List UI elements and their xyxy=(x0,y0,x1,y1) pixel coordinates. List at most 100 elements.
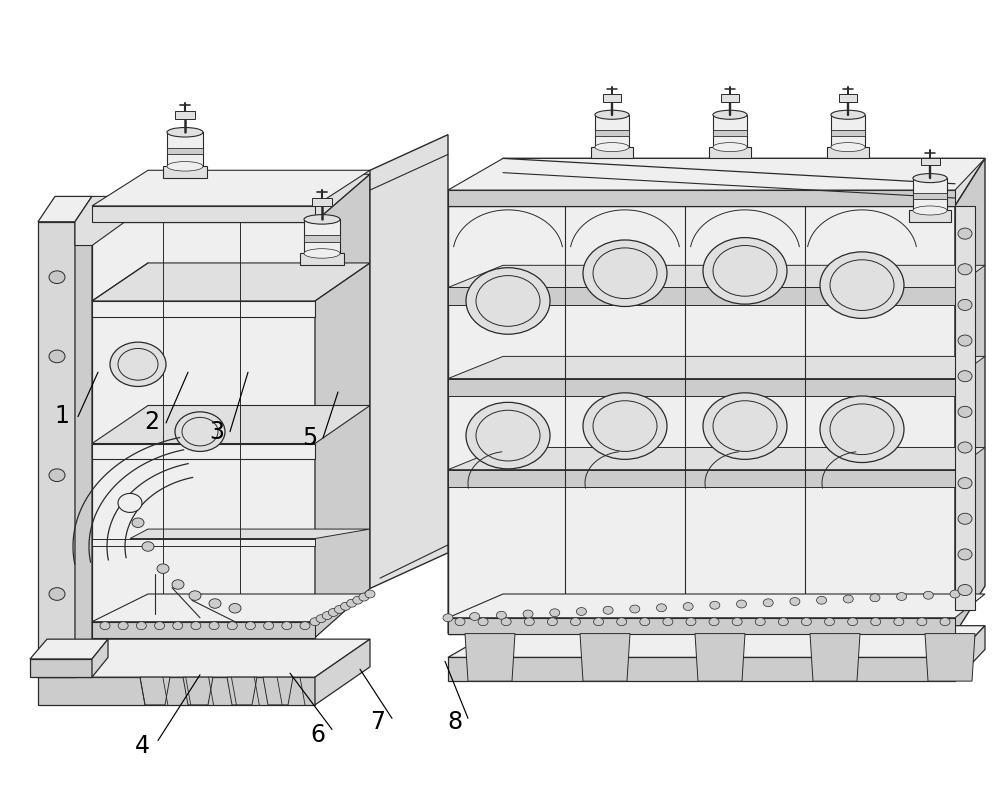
Polygon shape xyxy=(448,206,955,634)
Polygon shape xyxy=(925,634,975,681)
Circle shape xyxy=(576,607,586,615)
Circle shape xyxy=(282,622,292,630)
Circle shape xyxy=(820,252,904,318)
Circle shape xyxy=(300,622,310,630)
Circle shape xyxy=(118,493,142,512)
Polygon shape xyxy=(955,626,985,681)
Circle shape xyxy=(455,618,465,626)
Text: 8: 8 xyxy=(447,710,463,734)
Polygon shape xyxy=(955,158,985,634)
Circle shape xyxy=(310,618,320,626)
Polygon shape xyxy=(38,639,370,677)
Circle shape xyxy=(603,607,613,615)
Circle shape xyxy=(157,564,169,573)
Polygon shape xyxy=(448,447,985,470)
Circle shape xyxy=(894,618,904,626)
Circle shape xyxy=(328,608,338,616)
Polygon shape xyxy=(75,196,125,246)
Polygon shape xyxy=(38,196,92,222)
Polygon shape xyxy=(448,158,985,206)
Circle shape xyxy=(801,618,811,626)
Polygon shape xyxy=(595,130,629,135)
Circle shape xyxy=(550,609,560,617)
Circle shape xyxy=(732,618,742,626)
Circle shape xyxy=(958,584,972,596)
Polygon shape xyxy=(448,594,985,618)
Circle shape xyxy=(950,590,960,598)
Polygon shape xyxy=(448,618,955,634)
Circle shape xyxy=(443,614,453,622)
Circle shape xyxy=(523,610,533,618)
Polygon shape xyxy=(448,158,985,190)
Circle shape xyxy=(359,593,369,601)
Circle shape xyxy=(923,592,933,600)
Polygon shape xyxy=(810,634,860,681)
Polygon shape xyxy=(591,147,633,158)
Circle shape xyxy=(958,299,972,310)
Polygon shape xyxy=(92,639,108,677)
Polygon shape xyxy=(602,94,621,102)
Polygon shape xyxy=(92,444,315,459)
Polygon shape xyxy=(448,470,955,487)
Text: 2: 2 xyxy=(144,410,160,434)
Polygon shape xyxy=(831,115,865,147)
Polygon shape xyxy=(38,677,315,705)
Polygon shape xyxy=(300,253,344,265)
Polygon shape xyxy=(167,132,203,166)
Ellipse shape xyxy=(713,143,747,151)
Circle shape xyxy=(958,264,972,275)
Circle shape xyxy=(264,622,274,630)
Circle shape xyxy=(594,618,604,626)
Polygon shape xyxy=(909,211,951,222)
Circle shape xyxy=(49,588,65,600)
Text: 3: 3 xyxy=(210,420,224,444)
Polygon shape xyxy=(92,622,315,638)
Polygon shape xyxy=(713,130,747,135)
Polygon shape xyxy=(92,301,315,317)
Circle shape xyxy=(175,412,225,451)
Circle shape xyxy=(110,342,166,386)
Circle shape xyxy=(958,335,972,346)
Polygon shape xyxy=(92,206,315,222)
Polygon shape xyxy=(448,356,985,379)
Polygon shape xyxy=(695,634,745,681)
Circle shape xyxy=(547,618,557,626)
Polygon shape xyxy=(167,148,203,154)
Circle shape xyxy=(49,350,65,363)
Polygon shape xyxy=(30,659,92,677)
Polygon shape xyxy=(30,639,108,659)
Circle shape xyxy=(118,622,128,630)
Circle shape xyxy=(136,622,146,630)
Polygon shape xyxy=(448,190,955,206)
Circle shape xyxy=(958,406,972,417)
Circle shape xyxy=(189,591,201,600)
Polygon shape xyxy=(92,170,370,206)
Circle shape xyxy=(172,580,184,589)
Polygon shape xyxy=(720,94,739,102)
Circle shape xyxy=(825,618,835,626)
Circle shape xyxy=(917,618,927,626)
Circle shape xyxy=(570,618,580,626)
Circle shape xyxy=(686,618,696,626)
Circle shape xyxy=(848,618,858,626)
Polygon shape xyxy=(304,235,340,242)
Circle shape xyxy=(227,622,237,630)
Ellipse shape xyxy=(167,162,203,171)
Circle shape xyxy=(155,622,165,630)
Circle shape xyxy=(778,618,788,626)
Circle shape xyxy=(49,469,65,482)
Circle shape xyxy=(703,238,787,304)
Circle shape xyxy=(191,622,201,630)
Circle shape xyxy=(709,618,719,626)
Circle shape xyxy=(897,592,907,600)
Polygon shape xyxy=(92,222,148,638)
Polygon shape xyxy=(140,677,170,705)
Polygon shape xyxy=(92,174,370,222)
Text: 7: 7 xyxy=(370,710,386,734)
Ellipse shape xyxy=(913,173,947,183)
Polygon shape xyxy=(448,626,985,657)
Polygon shape xyxy=(92,539,315,546)
Polygon shape xyxy=(92,406,370,444)
Circle shape xyxy=(209,622,219,630)
Circle shape xyxy=(49,271,65,284)
